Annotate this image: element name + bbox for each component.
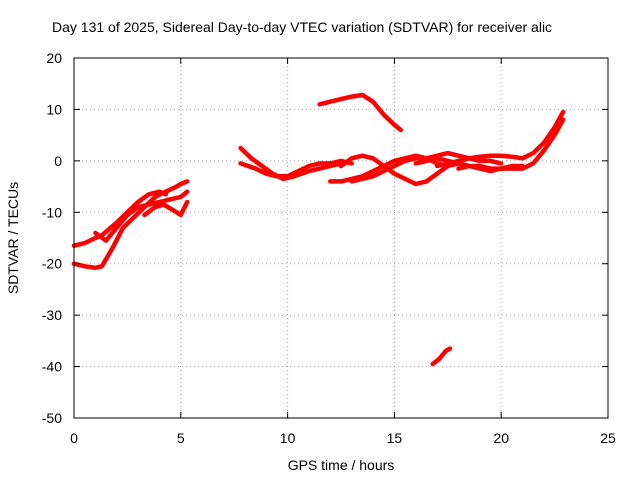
x-axis-label: GPS time / hours xyxy=(288,457,395,473)
plot-frame xyxy=(73,57,609,419)
series-line-s1 xyxy=(71,189,169,248)
y-axis-label: SDTVAR / TECUs xyxy=(5,182,21,294)
x-tick-label: 0 xyxy=(70,430,78,446)
series-line-s14 xyxy=(430,346,453,367)
y-tick-label: -20 xyxy=(42,256,62,272)
data-series xyxy=(71,92,566,367)
series-line-s3 xyxy=(93,189,190,243)
y-tick-label: 20 xyxy=(46,50,62,66)
series-line-s4 xyxy=(142,199,190,218)
chart-title: Day 131 of 2025, Sidereal Day-to-day VTE… xyxy=(52,19,552,35)
series-line-s2 xyxy=(71,179,190,271)
x-tick-label: 20 xyxy=(493,430,509,446)
series-line-s10 xyxy=(349,150,504,184)
series-line-s13 xyxy=(456,117,566,171)
axis-ticks: 0 5 10 15 20 25 -50 -40 -30 -20 -10 0 10 20 xyxy=(42,50,616,446)
y-tick-label: -50 xyxy=(42,410,62,426)
series-line-s12 xyxy=(434,109,566,169)
y-tick-label: 10 xyxy=(46,101,62,117)
x-tick-label: 5 xyxy=(177,430,185,446)
x-tick-label: 15 xyxy=(387,430,403,446)
series-line-s6 xyxy=(238,158,354,179)
y-tick-label: -10 xyxy=(42,204,62,220)
grid-lines xyxy=(74,58,608,418)
y-tick-label: -40 xyxy=(42,359,62,375)
series-line-s7 xyxy=(317,92,404,133)
y-tick-label: 0 xyxy=(54,153,62,169)
series-line-s9 xyxy=(338,153,461,187)
x-tick-label: 25 xyxy=(600,430,616,446)
x-tick-label: 10 xyxy=(280,430,296,446)
y-tick-label: -30 xyxy=(42,307,62,323)
